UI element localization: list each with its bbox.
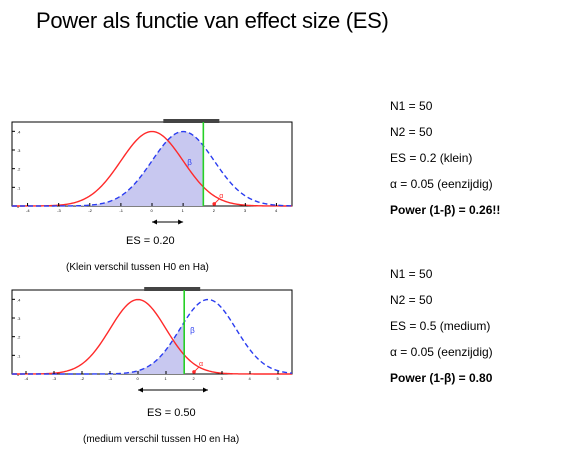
x-tick-label: -1 xyxy=(119,208,123,213)
chart-plot: .4.3.2.10-4 -3 -2 -1 0 1 2 3 4βα xyxy=(11,119,293,225)
power-value: Power (1-β) = 0.26!! xyxy=(390,203,501,217)
effect-size-value: ES = 0.2 (klein) xyxy=(390,151,473,165)
x-tick-label: -4 xyxy=(26,208,30,213)
n2-value: N2 = 50 xyxy=(390,125,433,139)
alpha-value: α = 0.05 (eenzijdig) xyxy=(390,345,493,359)
alpha-label: α xyxy=(219,193,223,200)
power-chart-medium-effect: .4.3.2.1 0 -4 -3 -2 -1 0 1 2 3 4 5 β α ES = 0.50 (med… xyxy=(4,284,300,454)
x-tick-label: 0 xyxy=(151,208,154,213)
x-tick-label: 2 xyxy=(213,208,216,213)
y-tick-label: .4 xyxy=(17,297,21,302)
x-tick-label: -4 xyxy=(25,376,29,381)
chart-caption: (Klein verschil tussen H0 en Ha) xyxy=(66,262,209,273)
n2-value: N2 = 50 xyxy=(390,293,433,307)
n1-value: N1 = 50 xyxy=(390,99,433,113)
plot-frame xyxy=(11,289,293,375)
parameters-block-medium-effect: N1 = 50 N2 = 50 ES = 0.5 (medium) α = 0.… xyxy=(390,261,493,391)
arrow-head-right xyxy=(178,219,184,225)
slide-title: Power als functie van effect size (ES) xyxy=(36,8,389,33)
plot-header-bar xyxy=(144,287,201,291)
alpha-label: α xyxy=(199,361,203,368)
x-tick-label: -2 xyxy=(81,376,85,381)
y-tick-label: .2 xyxy=(17,335,21,340)
x-tick-label: -3 xyxy=(53,376,57,381)
power-chart-small-effect: .4.3.2.1 0 -4 -3 -2 -1 0 1 2 3 4 β α ES = 0.20 (Klei… xyxy=(4,116,300,276)
y-tick-label: .4 xyxy=(17,129,21,134)
y-tick-label: .2 xyxy=(17,167,21,172)
effect-size-value: ES = 0.5 (medium) xyxy=(390,319,491,333)
alpha-pointer xyxy=(193,366,200,373)
x-tick-label: -3 xyxy=(57,208,61,213)
beta-label: β xyxy=(190,326,195,335)
arrow-head-left xyxy=(152,219,157,225)
alpha-value: α = 0.05 (eenzijdig) xyxy=(390,177,493,191)
alternative-distribution-curve xyxy=(12,298,293,375)
beta-area xyxy=(12,322,185,374)
beta-label: β xyxy=(187,158,192,167)
x-tick-label: 4 xyxy=(275,208,278,213)
y-tick-label: .1 xyxy=(17,185,21,190)
arrow-head-left xyxy=(138,387,143,393)
plot-header-bar xyxy=(163,119,220,123)
x-tick-label: 1 xyxy=(182,208,185,213)
y-tick-label: .1 xyxy=(17,353,21,358)
alpha-pointer xyxy=(213,198,220,205)
parameters-block-small-effect: N1 = 50 N2 = 50 ES = 0.2 (klein) α = 0.0… xyxy=(390,93,500,223)
x-tick-label: -2 xyxy=(88,208,92,213)
x-tick-label: 4 xyxy=(249,376,252,381)
null-distribution-curve xyxy=(12,298,292,375)
x-tick-label: 2 xyxy=(193,376,196,381)
beta-area xyxy=(12,131,204,206)
effect-size-label: ES = 0.50 xyxy=(147,407,196,419)
x-tick-label: 1 xyxy=(165,376,168,381)
effect-size-label: ES = 0.20 xyxy=(126,235,175,247)
y-tick-label: .3 xyxy=(17,316,21,321)
x-tick-label: 0 xyxy=(137,376,140,381)
arrow-head-right xyxy=(203,387,208,393)
x-tick-label: 3 xyxy=(244,208,247,213)
n1-value: N1 = 50 xyxy=(390,267,433,281)
power-value: Power (1-β) = 0.80 xyxy=(390,371,493,385)
chart-caption: (medium verschil tussen H0 en Ha) xyxy=(83,434,240,445)
x-tick-label: 3 xyxy=(221,376,224,381)
x-tick-label: 5 xyxy=(277,376,280,381)
y-tick-label: .3 xyxy=(17,148,21,153)
chart-plot: .4.3.2.10-4 -3 -2 -1 0 1 2 3 4 5βα xyxy=(11,287,293,393)
x-tick-label: -1 xyxy=(109,376,113,381)
